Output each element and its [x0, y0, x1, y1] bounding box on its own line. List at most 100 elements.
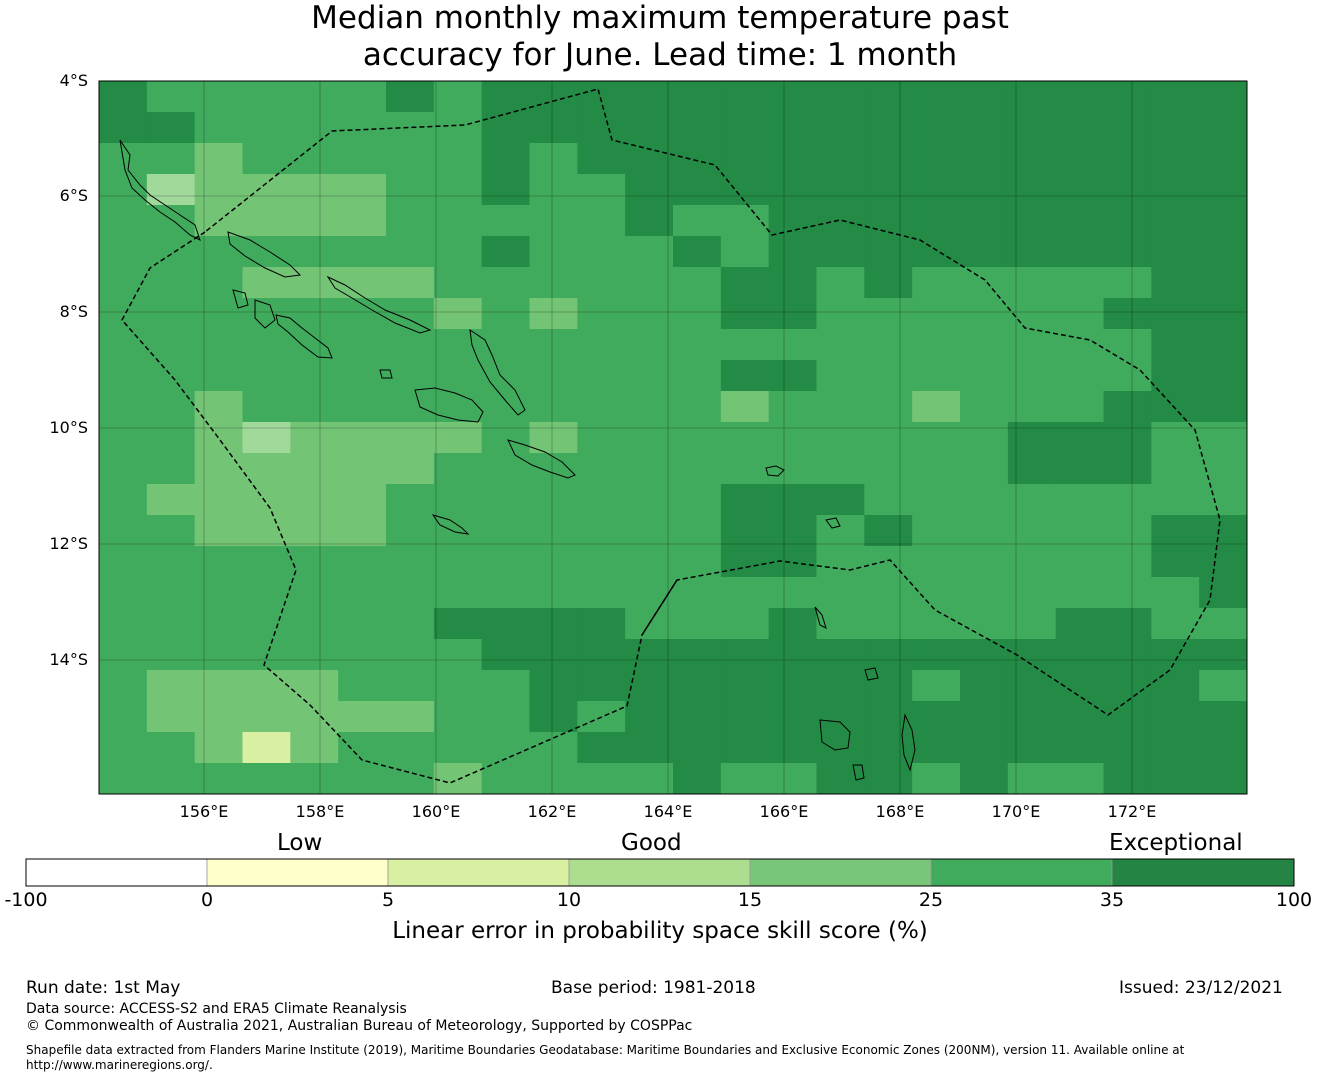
skill-cell	[1151, 391, 1200, 423]
skill-cell	[481, 267, 530, 299]
skill-grid-cells	[99, 81, 1248, 795]
skill-cell	[1199, 422, 1248, 454]
skill-cell	[1151, 608, 1200, 640]
skill-cell	[1007, 143, 1057, 175]
skill-cell	[960, 391, 1009, 423]
skill-cell	[960, 143, 1009, 175]
skill-cell	[481, 546, 530, 578]
skill-cell	[960, 484, 1009, 516]
skill-cell	[1199, 143, 1248, 175]
skill-cell	[481, 608, 530, 640]
skill-cell	[720, 112, 770, 144]
skill-cell	[433, 422, 483, 454]
colorbar-title: Linear error in probability space skill …	[392, 918, 928, 944]
skill-cell	[1199, 360, 1248, 392]
skill-cell	[912, 422, 961, 454]
skill-cell	[1151, 329, 1200, 361]
skill-cell	[768, 298, 817, 330]
skill-cell	[912, 329, 961, 361]
skill-cell	[481, 515, 530, 547]
skill-cell	[386, 112, 435, 144]
skill-cell	[912, 484, 961, 516]
skill-cell	[625, 360, 674, 392]
skill-cell	[481, 422, 530, 454]
skill-cell	[338, 360, 387, 392]
skill-cell	[625, 639, 674, 671]
skill-cell	[99, 639, 148, 671]
skill-cell	[194, 484, 243, 516]
skill-cell	[99, 267, 148, 299]
skill-cell	[433, 639, 483, 671]
skill-cell	[1055, 112, 1104, 144]
skill-cell	[1055, 329, 1104, 361]
colorbar-segment	[1111, 858, 1295, 887]
skill-cell	[864, 732, 913, 764]
lon-label: 162°E	[527, 802, 577, 821]
skill-cell	[433, 453, 483, 485]
skill-cell	[194, 639, 243, 671]
skill-cell	[338, 453, 387, 485]
skill-cell	[1055, 577, 1104, 609]
skill-cell	[577, 515, 626, 547]
skill-cell	[481, 763, 530, 795]
skill-cell	[242, 112, 291, 144]
skill-cell	[481, 236, 530, 268]
skill-cell	[673, 639, 722, 671]
skill-cell	[529, 174, 578, 206]
skill-cell	[1151, 298, 1200, 330]
map-frame	[98, 80, 1248, 795]
skill-cell	[720, 515, 770, 547]
skill-cell	[529, 732, 578, 764]
colorbar-tick-label: 25	[918, 889, 944, 911]
skill-cell	[1199, 670, 1248, 702]
skill-cell	[1151, 701, 1200, 733]
skill-cell	[673, 143, 722, 175]
skill-cell	[386, 546, 435, 578]
skill-cell	[864, 484, 913, 516]
skill-cell	[864, 143, 913, 175]
skill-cell	[146, 112, 196, 144]
skill-cell	[577, 267, 626, 299]
skill-cell	[386, 515, 435, 547]
skill-cell	[433, 391, 483, 423]
skill-cell	[1103, 484, 1152, 516]
skill-cell	[625, 112, 674, 144]
skill-cell	[529, 360, 578, 392]
skill-cell	[816, 670, 865, 702]
island-outline	[507, 439, 576, 479]
skill-cell	[625, 329, 674, 361]
skill-cell	[1103, 670, 1152, 702]
skill-cell	[99, 174, 148, 206]
skill-cell	[1103, 205, 1152, 237]
skill-cell	[720, 143, 770, 175]
skill-cell	[146, 732, 196, 764]
colorbar-tick-label: 15	[737, 889, 763, 911]
skill-cell	[864, 298, 913, 330]
skill-cell	[960, 360, 1009, 392]
skill-cell	[99, 515, 148, 547]
skill-cell	[1103, 298, 1152, 330]
skill-cell	[386, 422, 435, 454]
skill-cell	[194, 701, 243, 733]
skill-cell	[673, 360, 722, 392]
lon-label: 156°E	[179, 802, 229, 821]
skill-cell	[912, 577, 961, 609]
skill-cell	[529, 670, 578, 702]
skill-cell	[338, 236, 387, 268]
skill-cell	[1199, 329, 1248, 361]
skill-cell	[625, 81, 674, 113]
skill-cell	[1151, 422, 1200, 454]
skill-cell	[864, 422, 913, 454]
colorbar-tick-label: 10	[556, 889, 582, 911]
skill-cell	[1103, 391, 1152, 423]
skill-cell	[146, 205, 196, 237]
skill-cell	[386, 174, 435, 206]
island-outline	[414, 387, 484, 423]
skill-cell	[529, 484, 578, 516]
skill-cell	[673, 205, 722, 237]
skill-cell	[242, 205, 291, 237]
skill-cell	[1007, 484, 1057, 516]
skill-cell	[194, 267, 243, 299]
skill-cell	[816, 701, 865, 733]
